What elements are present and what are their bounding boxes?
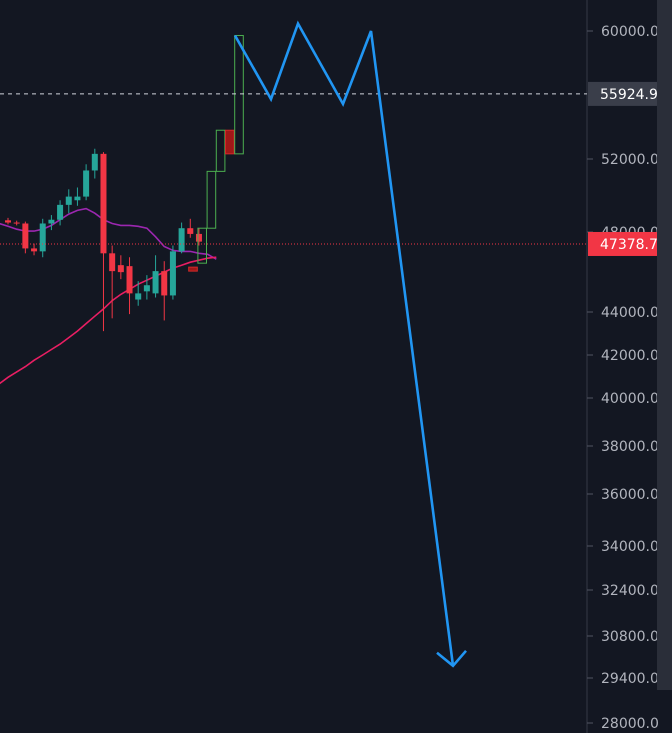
axis-tick-label: 32400.0: [601, 583, 659, 599]
axis-tick-label: 42000.0: [601, 348, 659, 364]
candle-body: [31, 248, 38, 252]
candle-body: [161, 271, 168, 296]
candles: [5, 148, 202, 332]
projection-box-down: [188, 266, 198, 272]
candle-body: [126, 266, 133, 294]
projection-arrowhead: [436, 649, 467, 668]
axis-tick-label: 28000.0: [601, 716, 659, 732]
candle-body: [91, 153, 98, 171]
candle-body: [169, 251, 176, 296]
candle-body: [109, 253, 116, 272]
candle-body: [13, 222, 20, 224]
candle-body: [22, 223, 29, 249]
projection-box-up: [234, 34, 244, 155]
axis-tick-label: 29400.0: [601, 671, 659, 687]
candle-body: [39, 223, 46, 252]
candle-body: [57, 204, 64, 220]
projection-drawing[interactable]: [233, 20, 467, 668]
price-lines: [0, 93, 587, 245]
axis-tick-label: 34000.0: [601, 539, 659, 555]
axis-tick-label: 52000.0: [601, 152, 659, 168]
candle-body: [117, 265, 124, 273]
price-axis-scrollbar[interactable]: [657, 0, 672, 690]
candle-body: [152, 271, 159, 294]
projection-box-up: [215, 129, 226, 172]
projection-path[interactable]: [233, 20, 455, 666]
candle-body: [135, 293, 142, 300]
candle-body: [5, 220, 11, 223]
last-price-tag-label: 47378.7: [600, 237, 658, 253]
reference-price-tag-label: 55924.9: [600, 87, 658, 103]
candle-body: [83, 170, 90, 197]
candle-body: [187, 228, 194, 234]
candle-body: [195, 233, 202, 242]
candle-body: [143, 285, 150, 292]
projection-box-down: [225, 129, 235, 155]
projection-box-up: [197, 227, 207, 264]
axis-tick-label: 30800.0: [601, 629, 659, 645]
candle-body: [65, 196, 72, 205]
axis-tick-label: 36000.0: [601, 487, 659, 503]
candle-body: [178, 228, 185, 252]
candle-body: [74, 196, 81, 201]
axis-tick-label: 44000.0: [601, 305, 659, 321]
axis-tick-label: 40000.0: [601, 391, 659, 407]
axis-tick-label: 38000.0: [601, 439, 659, 455]
price-axis[interactable]: 60000.052000.048000.044000.042000.040000…: [587, 24, 659, 732]
candle-body: [100, 153, 107, 254]
projection-box-up: [206, 170, 217, 229]
candle-body: [48, 219, 55, 224]
moving-average-line-2: [0, 256, 217, 385]
projection-boxes: [188, 34, 244, 272]
axis-tick-label: 60000.0: [601, 24, 659, 40]
